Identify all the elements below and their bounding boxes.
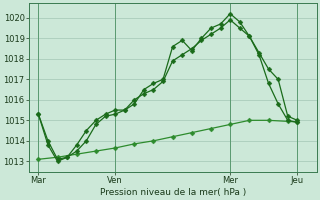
X-axis label: Pression niveau de la mer( hPa ): Pression niveau de la mer( hPa ) (100, 188, 246, 197)
